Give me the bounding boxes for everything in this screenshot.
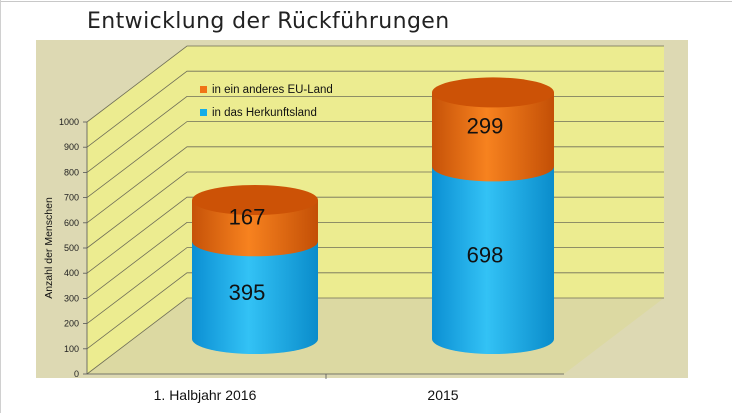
y-tick-label: 600	[64, 218, 79, 228]
bars: 395 167 1. Halbjahr 2016 698 299 2015	[154, 77, 554, 403]
legend-swatch	[200, 86, 207, 93]
y-tick-label: 500	[64, 243, 79, 253]
y-axis: 0 100 200 300 400 500 600 700 800 900 1000	[59, 117, 564, 379]
y-tick-label: 800	[64, 167, 79, 177]
bar-top-cap	[432, 77, 554, 108]
legend: in ein anderes EU-Land in das Herkunftsla…	[200, 84, 333, 119]
bar-segment	[192, 200, 318, 257]
y-tick-label: 1000	[59, 117, 79, 127]
legend-swatch	[200, 109, 207, 116]
y-tick-label: 200	[64, 319, 79, 329]
y-tick-label: 100	[64, 344, 79, 354]
data-label: 395	[229, 280, 266, 305]
left-border-line	[0, 0, 1, 413]
top-border-line	[0, 1, 732, 2]
data-label: 167	[229, 205, 266, 230]
gridline	[86, 45, 664, 123]
bar-segment	[432, 92, 554, 182]
data-label: 299	[467, 113, 504, 138]
data-label: 698	[467, 243, 504, 268]
bar-segment	[192, 241, 318, 354]
x-tick-label: 2015	[427, 387, 458, 403]
y-axis-label: Anzahl der Menschen	[43, 197, 55, 299]
y-tick-label: 0	[74, 369, 79, 379]
gridline	[86, 70, 664, 148]
bar-top-cap	[192, 185, 318, 215]
page-title: Entwicklung der Rückführungen	[87, 9, 450, 34]
y-tick-label: 700	[64, 193, 79, 203]
legend-label: in ein anderes EU-Land	[212, 84, 333, 96]
y-tick-label: 400	[64, 268, 79, 278]
legend-label: in das Herkunftsland	[212, 107, 317, 119]
bar-segment	[432, 166, 554, 354]
y-tick-label: 900	[64, 142, 79, 152]
chart-floor	[87, 298, 664, 374]
y-tick-label: 300	[64, 293, 79, 303]
x-tick-label: 1. Halbjahr 2016	[154, 387, 257, 403]
bar-stack: 698 299	[432, 77, 554, 354]
bar-stack: 395 167	[192, 185, 318, 354]
